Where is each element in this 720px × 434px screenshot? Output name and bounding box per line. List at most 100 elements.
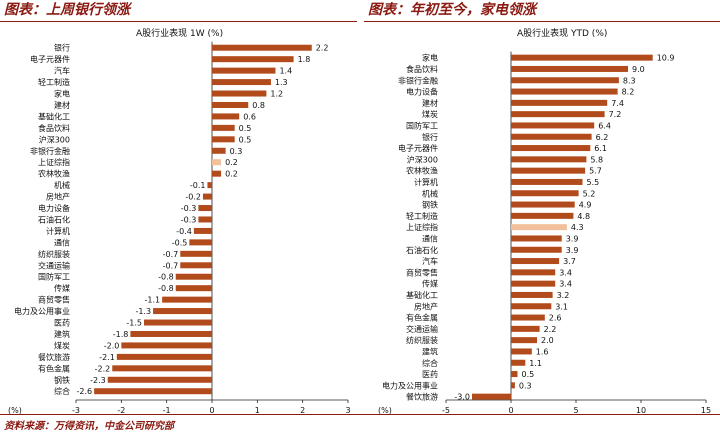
left-bar (212, 67, 276, 74)
left-value-label: -2.0 (104, 341, 120, 350)
left-bar (212, 44, 312, 51)
left-value-label: 0.5 (239, 135, 252, 144)
left-value-label: 0.2 (225, 158, 238, 167)
right-header: 图表：年初至今，家电领涨 (368, 2, 536, 18)
right-value-label: 3.4 (559, 268, 572, 277)
left-category-label: 钢铁 (54, 375, 70, 385)
right-category-label: 商贸零售 (406, 267, 438, 277)
right-value-label: 4.3 (571, 223, 584, 232)
right-value-label: 5.7 (589, 167, 602, 176)
right-category-label: 机械 (422, 188, 438, 198)
left-value-label: -0.2 (185, 193, 201, 202)
right-bar (511, 280, 556, 287)
left-x-tick-label: 0 (209, 406, 214, 415)
right-value-label: 8.3 (623, 76, 636, 85)
right-bar (511, 224, 567, 231)
right-value-label: 2.6 (549, 314, 562, 323)
left-bar (116, 353, 212, 360)
left-value-label: 1.3 (275, 78, 288, 87)
right-category-label: 上证综指 (406, 222, 438, 232)
left-value-label: -2.6 (77, 387, 93, 396)
right-category-label: 电子元器件 (398, 143, 438, 153)
right-category-label: 建材 (422, 98, 438, 108)
left-value-label: 1.4 (279, 67, 292, 76)
right-chart-title: A股行业表现 YTD (%) (517, 29, 608, 39)
left-x-tick-label: -3 (72, 406, 80, 415)
right-bar (511, 348, 532, 355)
left-category-label: 非银行金融 (30, 146, 70, 156)
left-category-label: 电力及公用事业 (14, 306, 70, 316)
left-category-label: 房地产 (46, 192, 70, 202)
right-value-label: 3.9 (566, 246, 579, 255)
left-header-rule (0, 21, 357, 22)
left-category-label: 传媒 (54, 283, 70, 293)
left-x-tick-label: 2 (300, 406, 305, 415)
left-value-label: -2.2 (95, 364, 111, 373)
right-bar (511, 314, 545, 321)
right-bar (511, 122, 595, 129)
right-value-label: 0.5 (522, 370, 535, 379)
left-category-label: 石油石化 (38, 214, 70, 224)
left-bar (144, 319, 212, 326)
right-category-label: 煤炭 (422, 109, 438, 119)
right-bar (511, 303, 552, 310)
left-category-label: 建筑 (54, 329, 70, 339)
right-category-label: 餐饮旅游 (406, 392, 438, 402)
left-value-label: 0.8 (252, 101, 265, 110)
right-bar (511, 201, 575, 208)
left-bar (212, 101, 249, 108)
right-bar (511, 325, 540, 332)
left-category-label: 医药 (54, 318, 70, 328)
right-category-label: 家电 (422, 53, 438, 63)
right-category-label: 食品饮料 (406, 64, 438, 74)
right-category-label: 银行 (422, 132, 438, 142)
right-category-label: 钢铁 (422, 200, 438, 210)
left-bar (180, 250, 212, 257)
right-bar (511, 291, 553, 298)
left-category-label: 基础化工 (38, 111, 70, 121)
right-value-label: 7.2 (609, 110, 622, 119)
right-category-label: 交通运输 (406, 324, 438, 334)
left-value-label: -1.3 (135, 307, 151, 316)
left-value-label: 1.8 (298, 55, 311, 64)
right-value-label: 5.2 (583, 189, 596, 198)
left-chart-title: A股行业表现 1W (%) (136, 29, 224, 39)
right-value-label: 3.4 (559, 280, 572, 289)
left-category-label: 综合 (54, 386, 70, 396)
left-value-label: 0.5 (239, 124, 252, 133)
right-value-label: 4.9 (579, 201, 592, 210)
footer-rule (0, 414, 720, 415)
right-bar (511, 371, 518, 378)
left-x-tick-label: 3 (345, 406, 350, 415)
left-bar (212, 79, 271, 86)
right-category-label: 非银行金融 (398, 75, 438, 85)
right-bar (511, 65, 628, 72)
left-category-label: 有色金属 (38, 363, 70, 373)
left-value-label: -2.1 (99, 353, 115, 362)
right-value-label: 9.0 (632, 65, 645, 74)
left-bar (130, 330, 212, 337)
left-bar (212, 56, 294, 63)
left-value-label: -0.1 (190, 181, 206, 190)
left-bar (212, 170, 222, 177)
right-bar (511, 258, 560, 265)
left-value-label: -0.5 (172, 238, 188, 247)
left-category-label: 纺织服装 (38, 249, 70, 259)
right-bar (511, 382, 515, 389)
right-value-label: 1.6 (536, 347, 549, 356)
right-bar (511, 77, 619, 84)
right-x-tick-label: 10 (636, 406, 646, 415)
right-value-label: 7.4 (611, 99, 624, 108)
right-value-label: 2.0 (541, 336, 554, 345)
left-x-tick-label: -1 (163, 406, 171, 415)
left-category-label: 银行 (54, 43, 70, 53)
left-category-label: 汽车 (54, 66, 70, 76)
right-value-label: 8.2 (622, 88, 635, 97)
right-category-label: 医药 (422, 369, 438, 379)
right-value-label: 3.9 (566, 234, 579, 243)
right-category-label: 基础化工 (406, 290, 438, 300)
right-x-tick-label: -5 (442, 406, 450, 415)
right-value-label: 2.2 (544, 325, 557, 334)
left-category-label: 电力设备 (38, 203, 70, 213)
